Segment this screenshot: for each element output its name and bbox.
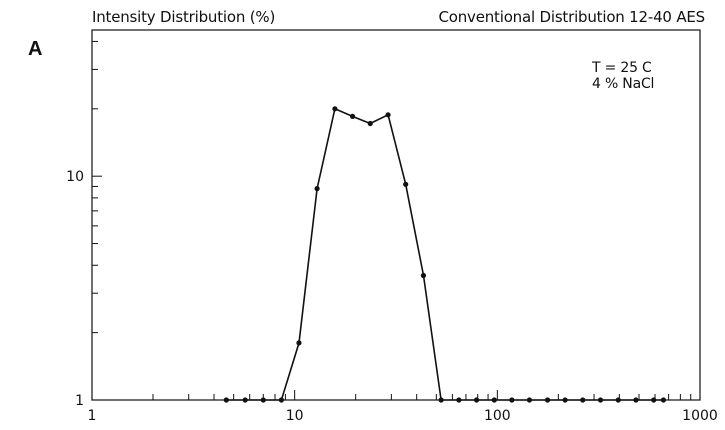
annotation-temperature: T = 25 C [592, 60, 652, 76]
plot-frame [91, 29, 701, 401]
chart-title: Conventional Distribution 12-40 AES [438, 8, 705, 26]
annotation-salt: 4 % NaCl [592, 76, 655, 92]
x-tick-label: 10 [286, 408, 304, 424]
data-point [544, 397, 551, 403]
y-axis-title: Intensity Distribution (%) [92, 8, 276, 26]
data-point [651, 397, 657, 403]
data-point [223, 397, 229, 403]
data-point [509, 397, 515, 403]
data-point [296, 340, 302, 346]
data-point [314, 186, 320, 192]
data-point [615, 397, 621, 403]
data-point [278, 397, 284, 403]
x-tick-label: 1 [88, 408, 97, 424]
data-point [242, 397, 248, 403]
data-point [367, 120, 373, 127]
data-point [633, 397, 639, 403]
data-point [349, 113, 356, 119]
data-point [403, 181, 409, 187]
panel-letter: A [28, 38, 43, 60]
data-point [491, 397, 497, 403]
y-tick-label: 1 [75, 393, 84, 409]
x-tick-label: 1000 [682, 408, 718, 424]
series-line [226, 107, 664, 401]
data-point [260, 397, 266, 403]
data-point [562, 397, 568, 403]
data-point [332, 106, 338, 112]
data-point [473, 397, 480, 403]
x-tick-label: 100 [484, 408, 511, 424]
y-tick-label: 10 [66, 169, 84, 185]
data-point [385, 112, 391, 118]
data-point [597, 397, 604, 403]
data-point [580, 397, 586, 403]
data-point [660, 397, 667, 403]
data-point [526, 397, 533, 403]
data-point [438, 397, 444, 403]
data-point [420, 272, 427, 279]
data-point [456, 397, 462, 403]
